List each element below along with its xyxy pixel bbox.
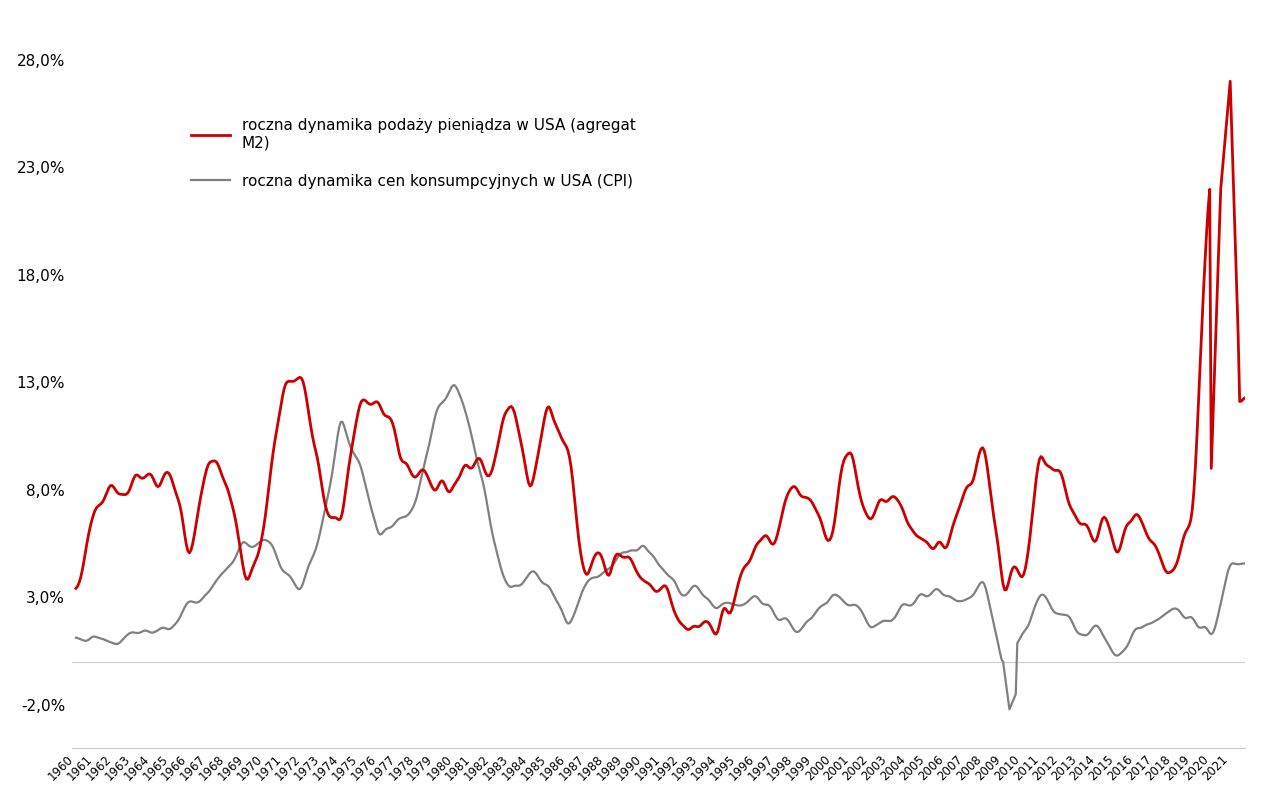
Legend: roczna dynamika podaży pieniądza w USA (agregat
M2), roczna dynamika cen konsump: roczna dynamika podaży pieniądza w USA (…: [186, 112, 642, 194]
